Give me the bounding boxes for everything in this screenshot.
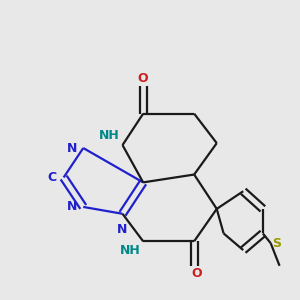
- Text: N: N: [117, 223, 128, 236]
- Text: NH: NH: [99, 129, 120, 142]
- Text: NH: NH: [119, 244, 140, 257]
- Text: N: N: [67, 142, 77, 154]
- Text: N: N: [67, 200, 77, 213]
- Text: O: O: [138, 72, 148, 85]
- Text: O: O: [192, 267, 203, 280]
- Text: S: S: [272, 237, 281, 250]
- Text: C: C: [47, 171, 56, 184]
